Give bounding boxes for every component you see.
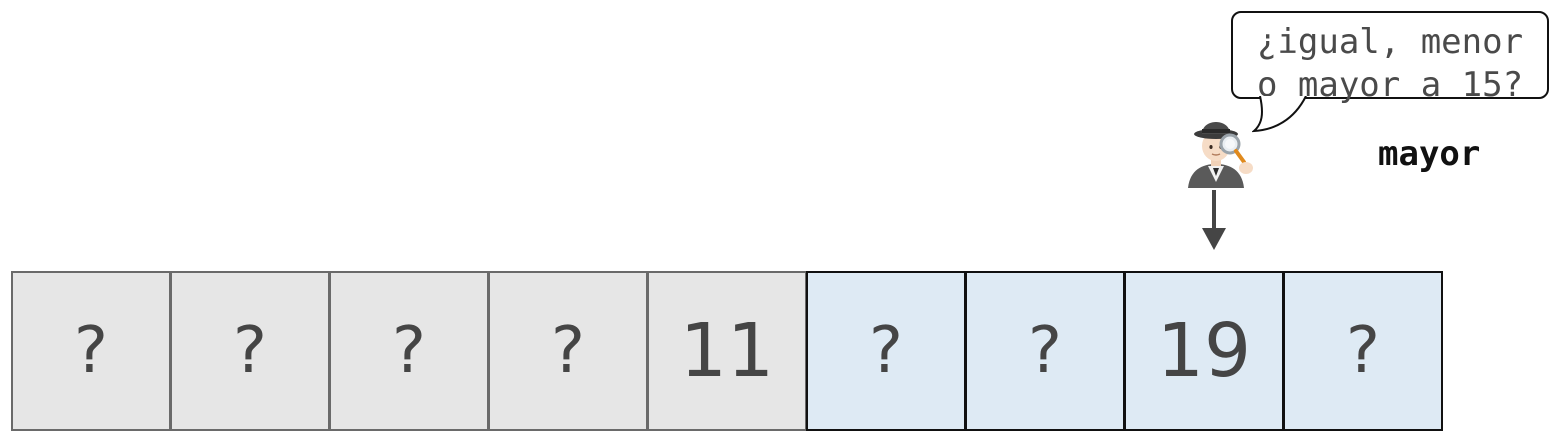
array-cell-value: 19 — [1156, 308, 1252, 394]
array-cell-value: ? — [1028, 314, 1062, 388]
array-cell-value: ? — [869, 314, 903, 388]
detective-icon — [1188, 122, 1253, 188]
array-cell-3: ? — [488, 271, 648, 431]
array-cell-6: ? — [965, 271, 1125, 431]
array-cell-4: 11 — [647, 271, 807, 431]
bubble-question-text: ¿igual, menor o mayor a 15? — [1256, 22, 1524, 105]
down-arrow-icon — [1202, 190, 1226, 250]
array-cell-value: ? — [1346, 314, 1380, 388]
array-row: ???? 11?? 19? — [11, 271, 1443, 431]
speech-bubble-tail — [1252, 96, 1307, 133]
array-cell-value: ? — [392, 314, 426, 388]
answer-label: mayor — [1378, 134, 1481, 174]
array-cell-0: ? — [11, 271, 171, 431]
array-cell-8: ? — [1283, 271, 1443, 431]
array-cell-7: 19 — [1124, 271, 1284, 431]
array-cell-2: ? — [329, 271, 489, 431]
array-cell-1: ? — [170, 271, 330, 431]
array-cell-value: ? — [551, 314, 585, 388]
array-cell-value: 11 — [679, 308, 775, 394]
array-cell-5: ? — [806, 271, 966, 431]
array-cell-value: ? — [74, 314, 108, 388]
speech-bubble: ¿igual, menor o mayor a 15? — [1231, 11, 1549, 105]
array-cell-value: ? — [233, 314, 267, 388]
